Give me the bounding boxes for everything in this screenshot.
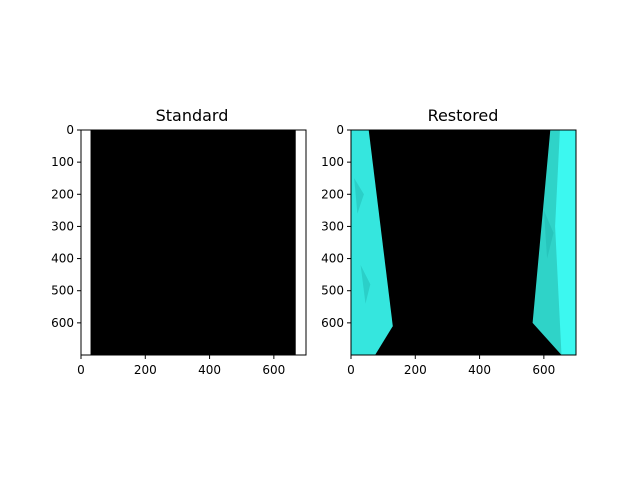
panel-title-standard: Standard [156,106,229,125]
region-image-1 [90,130,296,355]
y-tick-label: 500 [321,284,344,298]
region-margin-0 [81,130,91,355]
y-tick-label: 100 [321,155,344,169]
region-edge-strip [555,130,576,355]
texture-patch-0 [354,178,364,214]
panel-title-restored: Restored [428,106,499,125]
x-tick-label: 400 [468,363,491,377]
region-margin-2 [295,130,306,355]
y-tick-label: 400 [51,252,74,266]
x-tick-label: 0 [77,363,85,377]
plot-area-standard [80,129,307,356]
axes-frame-standard [80,129,307,356]
y-tick-label: 100 [51,155,74,169]
y-axis-restored: 0 100 200 300 400 500 600 [321,123,351,330]
x-axis-restored: 0 200 400 600 [347,355,555,377]
y-tick-label: 0 [66,123,74,137]
y-tick-label: 0 [336,123,344,137]
x-tick-label: 400 [198,363,221,377]
y-axis-standard: 0 100 200 300 400 500 600 [51,123,81,330]
y-tick-label: 200 [51,187,74,201]
panel-restored: Restored 0 200 400 600 0 100 200 300 400 500 600 [321,106,577,377]
texture-patch-2 [543,210,554,259]
region-wedge-left [351,130,393,355]
y-tick-label: 600 [321,316,344,330]
x-axis-standard: 0 200 400 600 [77,355,285,377]
y-tick-label: 300 [51,219,74,233]
axes-frame-restored [350,129,577,356]
texture-patch-1 [360,265,371,304]
y-tick-label: 200 [321,187,344,201]
y-tick-label: 500 [51,284,74,298]
x-tick-label: 200 [404,363,427,377]
x-tick-label: 200 [134,363,157,377]
y-tick-label: 400 [321,252,344,266]
plot-area-restored [350,129,577,356]
x-tick-label: 600 [262,363,285,377]
y-tick-label: 300 [321,219,344,233]
x-tick-label: 600 [532,363,555,377]
panel-standard: Standard 0 200 400 600 0 100 200 300 400 500 600 [51,106,307,377]
x-tick-label: 0 [347,363,355,377]
y-tick-label: 600 [51,316,74,330]
